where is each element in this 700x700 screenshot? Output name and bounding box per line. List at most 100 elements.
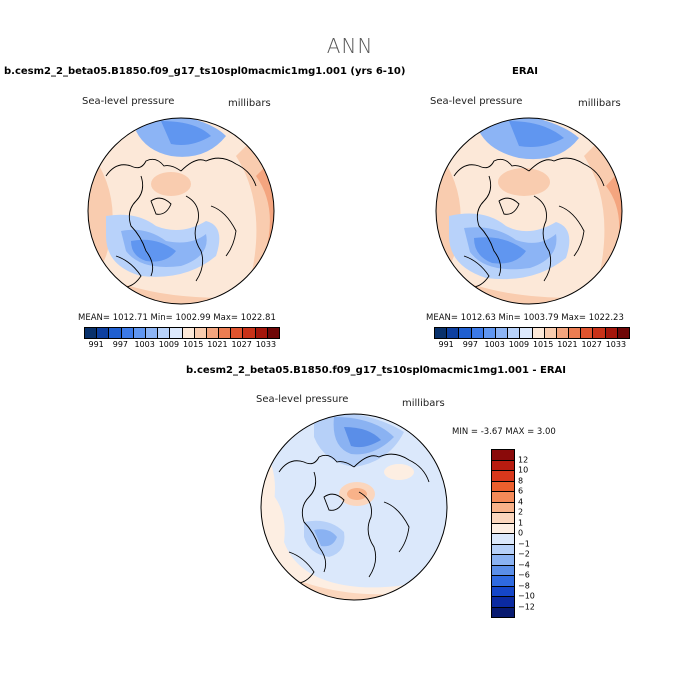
- colorbar-tick-label: −4: [518, 560, 530, 569]
- colorbar-swatch: [492, 492, 514, 503]
- colorbar-swatch: [492, 576, 514, 587]
- colorbar-tick-label: 1015: [182, 340, 204, 349]
- colorbar-swatch: [617, 328, 629, 338]
- colorbar-swatch: [520, 328, 533, 338]
- colorbar-swatch: [492, 586, 514, 597]
- colorbar-tick-label: 1003: [484, 340, 505, 349]
- colorbar-tick-label: 991: [88, 340, 104, 349]
- colorbar-swatch: [471, 328, 484, 338]
- left-colorbar-labels: 991 997 1003 1009 1015 1021 1027 1033: [84, 340, 278, 352]
- colorbar-swatch: [435, 328, 448, 338]
- colorbar-swatch: [206, 328, 220, 338]
- colorbar-swatch: [569, 328, 582, 338]
- colorbar-tick-label: −10: [518, 591, 535, 601]
- diff-panel-title: b.cesm2_2_beta05.B1850.f09_g17_ts10spl0m…: [186, 365, 567, 376]
- right-stats: MEAN= 1012.63 Min= 1003.79 Max= 1022.23: [426, 313, 624, 323]
- colorbar-swatch: [231, 328, 244, 338]
- colorbar-swatch: [182, 328, 195, 338]
- colorbar-swatch: [133, 328, 146, 338]
- colorbar-tick-label: 1009: [508, 340, 530, 349]
- colorbar-swatch: [492, 607, 514, 617]
- left-colorbar: [84, 327, 280, 339]
- colorbar-tick-label: 991: [438, 340, 454, 349]
- colorbar-swatch: [544, 328, 557, 338]
- diff-polar-map: [260, 413, 448, 601]
- colorbar-swatch: [492, 597, 514, 608]
- colorbar-swatch: [492, 471, 514, 482]
- colorbar-tick-label: 10: [518, 465, 529, 475]
- colorbar-swatch: [508, 328, 521, 338]
- colorbar-swatch: [170, 328, 183, 338]
- right-panel-title: ERAI: [512, 66, 538, 77]
- colorbar-tick-label: 12: [518, 455, 529, 464]
- colorbar-tick-label: 1: [518, 518, 524, 527]
- colorbar-swatch: [219, 328, 232, 338]
- colorbar-swatch: [492, 513, 514, 524]
- colorbar-swatch: [109, 328, 122, 338]
- colorbar-swatch: [492, 450, 514, 461]
- colorbar-swatch: [532, 328, 545, 338]
- colorbar-swatch: [605, 328, 618, 338]
- left-polar-map: [87, 117, 275, 305]
- colorbar-swatch: [267, 328, 279, 338]
- colorbar-tick-label: −6: [518, 570, 530, 580]
- colorbar-tick-label: 1021: [557, 340, 578, 349]
- colorbar-tick-label: 4: [518, 497, 524, 506]
- colorbar-tick-label: 8: [518, 476, 524, 485]
- colorbar-tick-label: −1: [518, 539, 530, 548]
- colorbar-swatch: [194, 328, 207, 338]
- main-title: ANN: [326, 34, 374, 58]
- colorbar-tick-label: 997: [112, 340, 129, 349]
- left-variable-label: Sea-level pressure: [82, 96, 175, 107]
- right-variable-label: Sea-level pressure: [430, 96, 523, 107]
- colorbar-swatch: [492, 502, 514, 513]
- colorbar-swatch: [581, 328, 594, 338]
- colorbar-tick-label: 1015: [532, 340, 554, 349]
- diff-colorbar: [491, 449, 515, 618]
- diff-colorbar-labels: 12 10 8 6 4 2 1 0 −1 −2 −4 −6 −8 −10 −12: [518, 449, 548, 611]
- colorbar-tick-label: 1009: [158, 340, 180, 349]
- right-units-label: millibars: [578, 98, 621, 109]
- colorbar-tick-label: −8: [518, 581, 530, 590]
- colorbar-tick-label: −12: [518, 602, 535, 611]
- diff-stats: MIN = -3.67 MAX = 3.00: [452, 427, 556, 437]
- colorbar-swatch: [483, 328, 496, 338]
- diff-units-label: millibars: [402, 398, 445, 409]
- colorbar-swatch: [243, 328, 256, 338]
- colorbar-tick-label: 997: [462, 340, 479, 349]
- right-colorbar: [434, 327, 630, 339]
- colorbar-swatch: [85, 328, 98, 338]
- left-units-label: millibars: [228, 98, 271, 109]
- colorbar-swatch: [459, 328, 472, 338]
- colorbar-tick-label: 1027: [581, 340, 602, 349]
- colorbar-swatch: [492, 534, 514, 545]
- colorbar-tick-label: −2: [518, 549, 530, 559]
- colorbar-swatch: [492, 544, 514, 555]
- right-colorbar-labels: 991 997 1003 1009 1015 1021 1027 1033: [434, 340, 628, 352]
- colorbar-swatch: [158, 328, 171, 338]
- colorbar-tick-label: 1033: [605, 340, 627, 349]
- colorbar-swatch: [492, 523, 514, 534]
- diff-variable-label: Sea-level pressure: [256, 394, 349, 405]
- colorbar-swatch: [495, 328, 509, 338]
- colorbar-swatch: [145, 328, 159, 338]
- colorbar-tick-label: 1003: [134, 340, 155, 349]
- colorbar-tick-label: 0: [518, 528, 524, 538]
- colorbar-swatch: [447, 328, 460, 338]
- right-polar-map: [435, 117, 623, 305]
- colorbar-tick-label: 1033: [255, 340, 277, 349]
- left-panel-title: b.cesm2_2_beta05.B1850.f09_g17_ts10spl0m…: [4, 66, 406, 77]
- colorbar-tick-label: 2: [518, 507, 524, 517]
- colorbar-swatch: [492, 565, 514, 576]
- colorbar-tick-label: 1027: [231, 340, 252, 349]
- colorbar-swatch: [593, 328, 606, 338]
- colorbar-swatch: [255, 328, 268, 338]
- colorbar-tick-label: 1021: [207, 340, 228, 349]
- colorbar-swatch: [492, 460, 514, 471]
- colorbar-tick-label: 6: [518, 486, 524, 496]
- colorbar-swatch: [492, 555, 514, 566]
- left-stats: MEAN= 1012.71 Min= 1002.99 Max= 1022.81: [78, 313, 276, 323]
- colorbar-swatch: [121, 328, 134, 338]
- colorbar-swatch: [492, 481, 514, 492]
- colorbar-swatch: [97, 328, 110, 338]
